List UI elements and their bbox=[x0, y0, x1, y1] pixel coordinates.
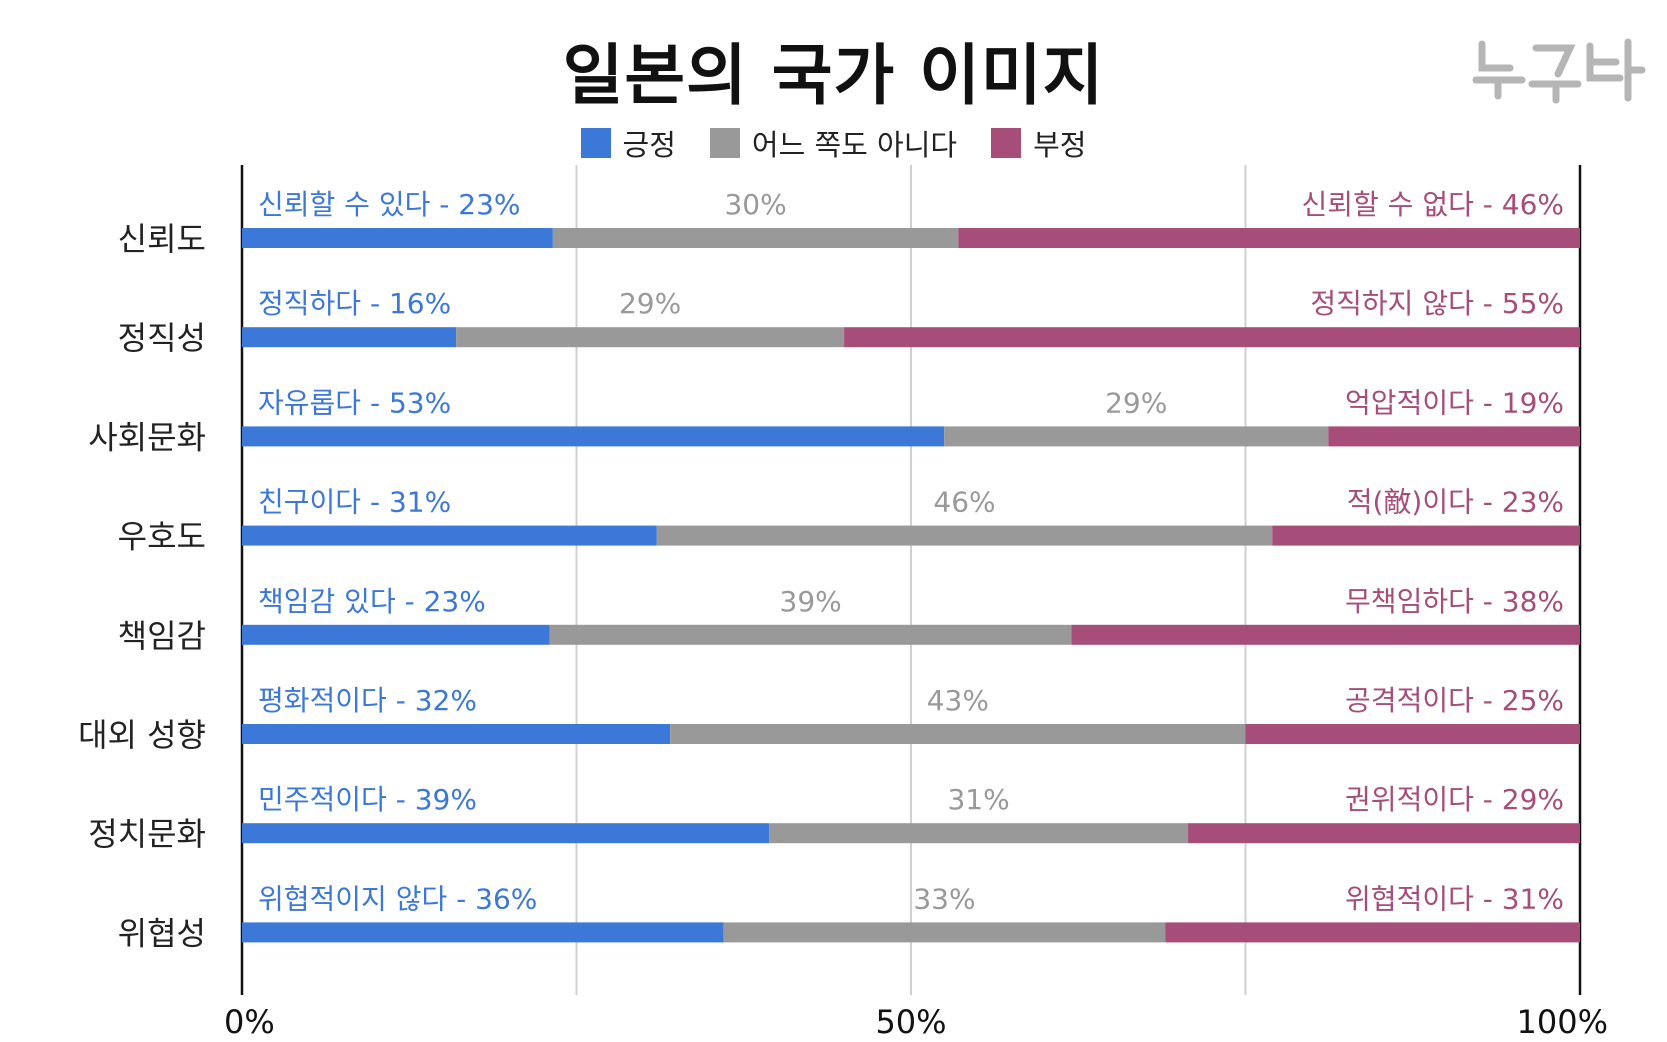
bar-negative bbox=[844, 327, 1580, 348]
category-label: 사회문화 bbox=[88, 418, 206, 456]
data-label-positive: 민주적이다 - 39% bbox=[258, 783, 477, 816]
data-label-neutral: 33% bbox=[913, 882, 975, 915]
bar-positive bbox=[242, 228, 553, 248]
legend-item-positive: 긍정 bbox=[580, 122, 676, 164]
category-label: 신뢰도 bbox=[118, 220, 206, 258]
bar-negative bbox=[1165, 922, 1580, 943]
category-label: 대외 성향 bbox=[78, 716, 206, 754]
data-label-neutral: 29% bbox=[619, 287, 681, 320]
bar-negative bbox=[1245, 724, 1580, 744]
legend-swatch-neutral bbox=[709, 128, 740, 158]
data-label-positive: 평화적이다 - 32% bbox=[258, 684, 477, 717]
bar-neutral bbox=[769, 823, 1189, 844]
x-tick-label: 100% bbox=[1517, 1003, 1608, 1041]
bar-positive bbox=[242, 624, 550, 645]
bar-positive bbox=[242, 823, 770, 844]
category-label: 위협성 bbox=[118, 914, 206, 952]
data-label-neutral: 46% bbox=[933, 486, 995, 519]
legend: 긍정 어느 쪽도 아니다 부정 bbox=[0, 122, 1667, 164]
bar-neutral bbox=[670, 724, 1246, 744]
bar-negative bbox=[1272, 525, 1580, 546]
bar-neutral bbox=[944, 426, 1329, 447]
bar-positive bbox=[242, 724, 671, 744]
data-label-neutral: 43% bbox=[927, 684, 989, 717]
category-label: 우호도 bbox=[118, 518, 206, 556]
legend-label-neutral: 어느 쪽도 아니다 bbox=[751, 128, 958, 162]
legend-label-negative: 부정 bbox=[1033, 128, 1087, 162]
data-label-negative: 무책임하다 - 38% bbox=[1345, 585, 1564, 618]
bar-negative bbox=[1328, 426, 1580, 447]
bar-neutral bbox=[656, 525, 1273, 546]
data-label-neutral: 39% bbox=[780, 585, 842, 618]
bar-neutral bbox=[552, 228, 959, 248]
category-label: 정직성 bbox=[118, 319, 206, 357]
newstapa-logo bbox=[1472, 38, 1646, 104]
bar-neutral bbox=[549, 624, 1072, 645]
legend-swatch-positive bbox=[580, 128, 611, 158]
x-tick-label: 0% bbox=[224, 1003, 275, 1041]
bar-neutral bbox=[723, 922, 1166, 943]
bar-negative bbox=[958, 228, 1580, 248]
data-label-positive: 자유롭다 - 53% bbox=[258, 386, 451, 419]
category-label: 정치문화 bbox=[88, 815, 206, 853]
data-label-negative: 억압적이다 - 19% bbox=[1345, 386, 1564, 419]
data-label-positive: 친구이다 - 31% bbox=[258, 486, 451, 519]
legend-swatch-negative bbox=[991, 128, 1022, 158]
data-label-neutral: 29% bbox=[1105, 386, 1167, 419]
bar-positive bbox=[242, 922, 724, 943]
data-label-neutral: 30% bbox=[724, 188, 786, 221]
data-label-negative: 정직하지 않다 - 55% bbox=[1310, 287, 1564, 320]
legend-item-negative: 부정 bbox=[991, 122, 1086, 164]
data-label-positive: 신뢰할 수 있다 - 23% bbox=[258, 188, 521, 221]
data-label-negative: 위협적이다 - 31% bbox=[1345, 882, 1564, 915]
bar-positive bbox=[242, 525, 657, 546]
data-label-positive: 위협적이지 않다 - 36% bbox=[258, 882, 537, 915]
chart-title: 일본의 국가 이미지 bbox=[562, 37, 1105, 114]
data-label-negative: 신뢰할 수 없다 - 46% bbox=[1301, 188, 1564, 221]
bar-negative bbox=[1188, 823, 1580, 844]
data-label-positive: 정직하다 - 16% bbox=[258, 287, 451, 320]
bar-positive bbox=[242, 426, 945, 447]
legend-item-neutral: 어느 쪽도 아니다 bbox=[709, 122, 958, 164]
data-label-negative: 적(敵)이다 - 23% bbox=[1347, 486, 1564, 519]
bar-neutral bbox=[456, 327, 845, 348]
bar-positive bbox=[242, 327, 457, 348]
data-label-positive: 책임감 있다 - 23% bbox=[258, 585, 486, 618]
bar-negative bbox=[1071, 624, 1580, 645]
category-label: 책임감 bbox=[118, 617, 206, 655]
data-label-neutral: 31% bbox=[947, 783, 1009, 816]
data-label-negative: 권위적이다 - 29% bbox=[1345, 783, 1564, 816]
legend-label-positive: 긍정 bbox=[622, 128, 676, 162]
x-tick-label: 50% bbox=[875, 1003, 946, 1041]
data-label-negative: 공격적이다 - 25% bbox=[1345, 684, 1564, 717]
